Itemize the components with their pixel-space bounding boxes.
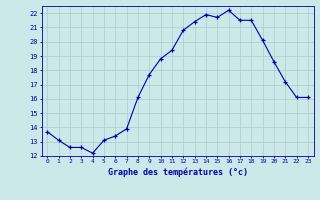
X-axis label: Graphe des températures (°c): Graphe des températures (°c) (108, 167, 248, 177)
